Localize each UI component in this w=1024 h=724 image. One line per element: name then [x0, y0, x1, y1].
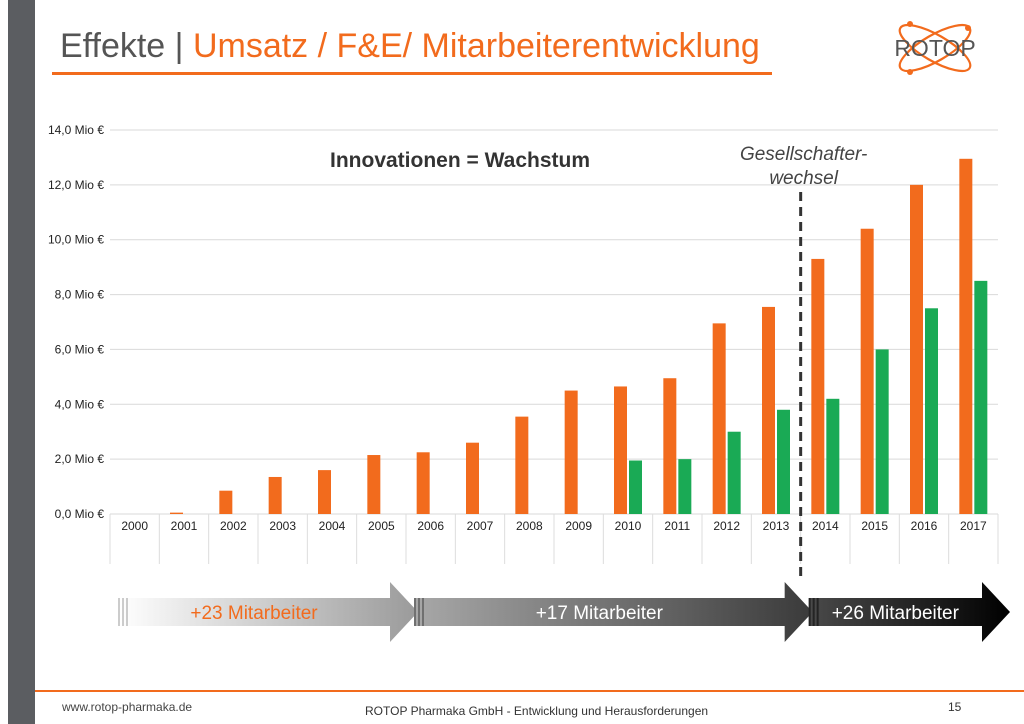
bar-series-2	[629, 460, 642, 514]
x-tick-label: 2010	[615, 519, 642, 533]
y-tick-label: 2,0 Mio €	[55, 452, 105, 466]
chart-title: Innovationen = Wachstum	[330, 149, 590, 172]
y-tick-label: 8,0 Mio €	[55, 288, 105, 302]
arrow-tail-stripe	[126, 598, 128, 626]
x-tick-label: 2016	[911, 519, 938, 533]
title-prefix: Effekte |	[60, 27, 193, 65]
bar-series-2	[974, 280, 988, 514]
footer-website[interactable]: www.rotop-pharmaka.de	[62, 700, 193, 714]
staff-growth-arrow	[118, 582, 418, 642]
title-accent: Umsatz / F&E/ Mitarbeiterentwicklung	[192, 27, 760, 65]
bar-series-1	[170, 512, 183, 514]
bar-series-1	[860, 228, 874, 514]
arrow-tail-stripe	[816, 598, 819, 626]
bar-chart: 0,0 Mio € 2,0 Mio € 4,0 Mio € 6,0 Mio € 8,0 …	[48, 123, 1010, 642]
bar-series-1	[910, 184, 923, 514]
annotation-label: Gesellschafter-	[740, 144, 867, 165]
arrow-tail-stripe	[118, 598, 120, 626]
slide-title: Effekte | Umsatz / F&E/ Mitarbeiterentwi…	[60, 26, 760, 66]
bar-series-1	[367, 455, 381, 514]
bar-series-2	[875, 349, 889, 514]
bar-series-2	[678, 459, 692, 514]
x-tick-label: 2017	[960, 519, 987, 533]
bar-series-1	[811, 258, 825, 514]
left-accent-bar	[8, 0, 35, 724]
staff-growth-arrow	[808, 582, 1010, 642]
staff-growth-label: +26 Mitarbeiter	[832, 603, 960, 624]
annotation-label: wechsel	[769, 168, 838, 189]
staff-growth-arrow	[414, 582, 813, 642]
x-tick-label: 2004	[319, 519, 346, 533]
staff-growth-label: +23 Mitarbeiter	[190, 603, 318, 624]
x-tick-label: 2007	[467, 519, 494, 533]
x-tick-label: 2002	[220, 519, 247, 533]
bar-series-1	[268, 476, 282, 514]
x-tick-label: 2006	[417, 519, 444, 533]
bar-series-1	[712, 323, 726, 514]
x-tick-label: 2008	[516, 519, 543, 533]
x-tick-label: 2012	[713, 519, 740, 533]
staff-growth-label: +17 Mitarbeiter	[536, 603, 664, 624]
bar-series-1	[318, 470, 331, 514]
x-tick-label: 2014	[812, 519, 839, 533]
bar-series-2	[826, 398, 840, 514]
x-tick-label: 2011	[664, 519, 690, 533]
arrow-tail-stripe	[418, 598, 420, 626]
x-tick-label: 2003	[269, 519, 296, 533]
y-tick-label: 4,0 Mio €	[55, 397, 105, 411]
bar-series-1	[564, 390, 578, 514]
y-tick-label: 12,0 Mio €	[48, 178, 104, 192]
bar-series-2	[727, 431, 741, 514]
x-tick-label: 2013	[763, 519, 790, 533]
bar-series-2	[777, 409, 790, 514]
page-number: 15	[948, 700, 962, 714]
y-tick-label: 10,0 Mio €	[48, 233, 104, 247]
y-tick-label: 0,0 Mio €	[55, 507, 105, 521]
arrow-tail-stripe	[422, 598, 424, 626]
y-tick-label: 14,0 Mio €	[48, 123, 104, 137]
bar-series-1	[614, 386, 627, 514]
bar-series-1	[762, 306, 775, 514]
bar-series-1	[416, 452, 430, 514]
arrow-tail-stripe	[414, 598, 416, 626]
bar-series-1	[663, 378, 677, 514]
arrow-tail-stripe	[122, 598, 124, 626]
footer-rule	[35, 690, 1024, 692]
logo-text: ROTOP	[894, 35, 975, 61]
bar-series-1	[959, 158, 973, 515]
arrow-tail-stripe	[812, 598, 815, 626]
bar-series-1	[515, 416, 529, 514]
x-tick-label: 2005	[368, 519, 395, 533]
x-tick-label: 2009	[565, 519, 592, 533]
footer-center-text: ROTOP Pharmaka GmbH - Entwicklung und He…	[365, 704, 709, 718]
bar-series-1	[219, 490, 233, 514]
title-underline	[52, 72, 772, 75]
x-tick-label: 2015	[861, 519, 888, 533]
arrow-tail-stripe	[808, 598, 811, 626]
x-tick-label: 2001	[171, 519, 198, 533]
bar-series-1	[466, 442, 479, 514]
rotop-logo: ROTOP	[894, 21, 976, 75]
x-tick-label: 2000	[121, 519, 148, 533]
y-tick-label: 6,0 Mio €	[55, 342, 105, 356]
bar-series-2	[925, 308, 938, 514]
